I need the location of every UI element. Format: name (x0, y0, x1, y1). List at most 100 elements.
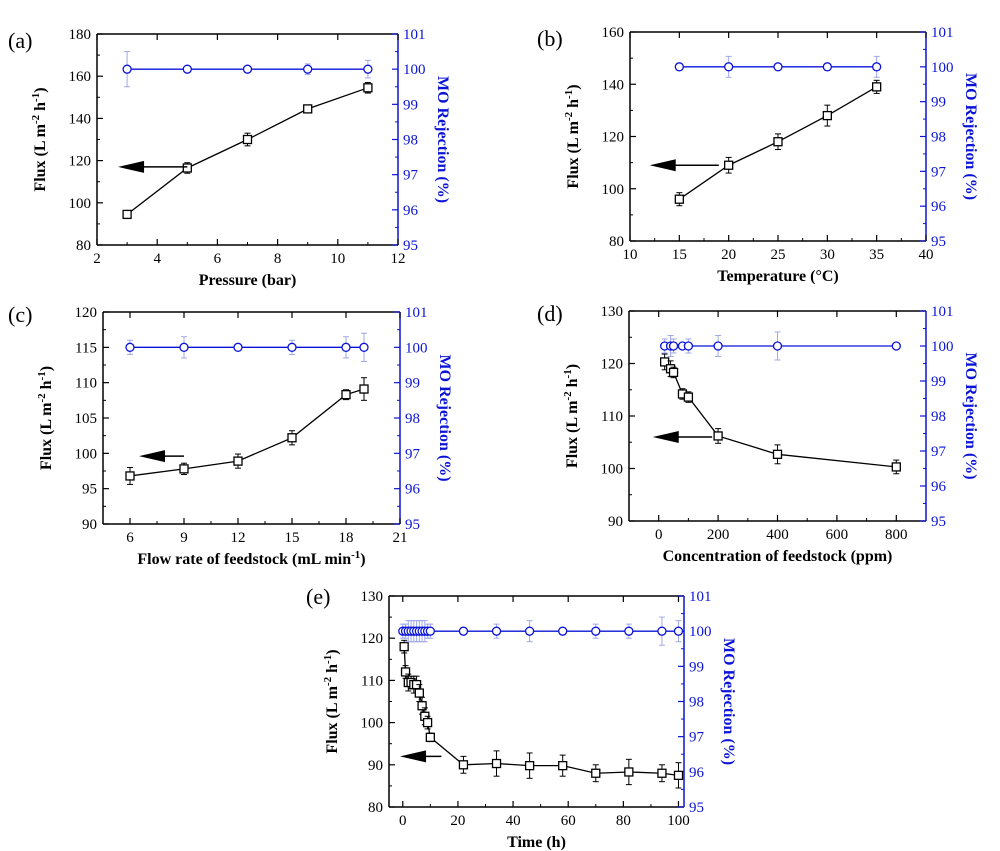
y2-tick-label: 99 (931, 95, 946, 111)
flux-series-line (129, 388, 365, 477)
y2-tick-label: 95 (931, 234, 946, 250)
y-axis-label: Flux (L m-2 h-1) (36, 366, 55, 470)
panel-label: (c) (8, 302, 32, 327)
panel-label: (a) (8, 28, 32, 53)
flux-data-point (122, 209, 132, 220)
y-tick-label: 90 (82, 517, 97, 533)
flux-data-point (724, 160, 734, 170)
rejection-data-point (425, 626, 436, 636)
flux-data-point (179, 464, 189, 474)
y-tick-label: 100 (75, 446, 98, 462)
x-tick-label: 18 (339, 530, 354, 546)
y-tick-label: 160 (69, 69, 92, 85)
rejection-data-point (558, 626, 568, 636)
rejection-data-point (287, 342, 297, 352)
y2-tick-label: 97 (931, 444, 947, 460)
x-tick-label: 30 (820, 247, 835, 263)
y2-tick-label: 98 (931, 409, 946, 425)
rejection-data-point (683, 341, 694, 351)
panel-label: (d) (537, 301, 563, 326)
y-tick-label: 120 (601, 357, 624, 373)
flux-data-point (713, 431, 723, 441)
x-tick-label: 100 (667, 813, 690, 829)
x-tick-label: 600 (826, 527, 849, 543)
flux-data-point (683, 392, 694, 402)
rejection-data-point (122, 64, 132, 74)
flux-data-point (341, 390, 351, 400)
rejection-data-point (125, 342, 135, 352)
x-tick-label: 6 (214, 251, 222, 267)
x-tick-label: 25 (771, 247, 786, 263)
y2-tick-label: 101 (405, 305, 428, 321)
x-tick-label: 60 (561, 813, 576, 829)
arrow-head-icon (118, 160, 145, 173)
flux-data-point (891, 462, 901, 472)
rejection-data-point (891, 341, 901, 351)
x-tick-label: 21 (393, 530, 408, 546)
flux-data-point (400, 667, 411, 677)
rejection-data-point (591, 626, 601, 636)
y2-tick-label: 98 (405, 411, 420, 427)
arrow-head-icon (139, 450, 165, 463)
rejection-data-point (491, 626, 502, 636)
y-tick-label: 110 (75, 376, 97, 392)
x-tick-label: 80 (616, 813, 631, 829)
y2-tick-label: 100 (931, 339, 954, 355)
y2-tick-label: 96 (405, 482, 421, 498)
x-tick-label: 8 (274, 251, 282, 267)
y-tick-label: 100 (602, 182, 625, 198)
x-tick-label: 20 (721, 247, 736, 263)
x-tick-label: 200 (707, 527, 730, 543)
y2-tick-label: 96 (403, 203, 419, 219)
y2-tick-label: 95 (405, 517, 420, 533)
flux-data-point (425, 732, 436, 743)
y2-tick-label: 97 (405, 446, 421, 462)
x-tick-label: 0 (399, 813, 407, 829)
rejection-data-point (773, 62, 783, 72)
rejection-data-point (713, 341, 723, 351)
y-tick-label: 180 (69, 27, 92, 43)
y2-tick-label: 99 (931, 374, 946, 390)
x-tick-label: 9 (180, 530, 188, 546)
y-tick-label: 110 (601, 409, 623, 425)
x-tick-label: 2 (93, 251, 101, 267)
x-tick-label: 400 (766, 527, 789, 543)
y2-tick-label: 100 (405, 340, 428, 356)
y-tick-label: 115 (75, 340, 97, 356)
rejection-data-point (724, 62, 734, 72)
x-tick-label: 4 (153, 251, 161, 267)
rejection-data-point (772, 341, 783, 351)
flux-data-point (417, 701, 427, 711)
x-tick-label: 10 (623, 247, 638, 263)
rejection-data-point (822, 62, 832, 72)
y-tick-label: 130 (601, 304, 624, 320)
flux-data-point (287, 433, 297, 443)
y2-tick-label: 97 (931, 164, 947, 180)
flux-data-point (524, 760, 535, 771)
y2-tick-label: 96 (931, 199, 947, 215)
y2-tick-label: 100 (689, 624, 712, 640)
rejection-data-point (673, 626, 684, 636)
y-tick-label: 140 (69, 111, 92, 127)
flux-data-point (822, 110, 832, 121)
rejection-data-point (179, 342, 189, 352)
y2-tick-label: 98 (931, 130, 946, 146)
y-tick-label: 95 (82, 482, 97, 498)
chart-panel-c: (c) 6 9 12 15 18 21 90 95 100 105 110 115 120 95 96 97 98… (8, 302, 453, 568)
y2-tick-label: 100 (403, 62, 426, 78)
y-tick-label: 140 (602, 77, 625, 93)
x-tick-label: 40 (506, 813, 521, 829)
y-tick-label: 160 (602, 25, 625, 41)
x-tick-label: 40 (919, 247, 934, 263)
rejection-data-point (674, 62, 684, 72)
flux-data-point (659, 357, 670, 367)
flux-series-line (403, 646, 679, 776)
rejection-data-point (303, 64, 313, 74)
flux-series-line (126, 87, 369, 215)
chart-panel-a: (a) 2 4 6 8 10 12 80 100 120 140 160 180 95 96 97 98 99 10… (8, 27, 451, 289)
rejection-data-point (363, 64, 373, 74)
y2-tick-label: 98 (403, 133, 418, 149)
arrow-head-icon (652, 431, 679, 443)
y2-axis-label: MO Rejection (%) (962, 352, 979, 479)
y2-tick-label: 101 (689, 589, 712, 605)
